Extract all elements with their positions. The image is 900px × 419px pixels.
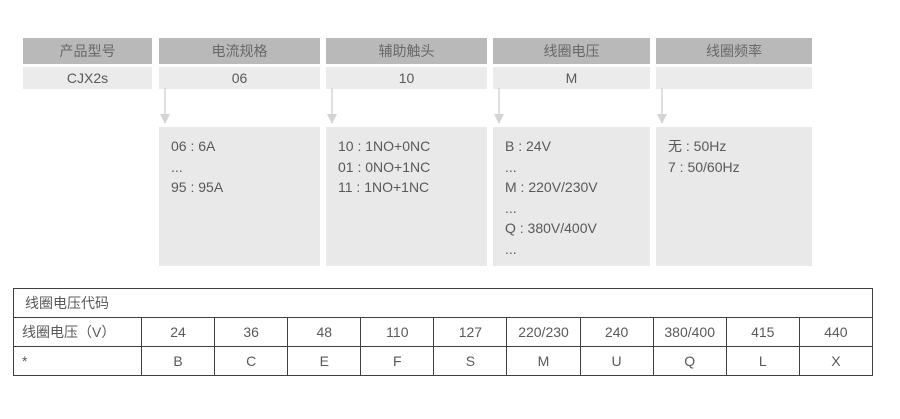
value-coil-voltage: M [493, 67, 650, 89]
value-coil-frequency [656, 67, 812, 89]
voltage-cell: 36 [214, 317, 289, 347]
code-cell: C [214, 346, 289, 376]
detail-box-coil-voltage: B : 24V ... M : 220V/230V ... Q : 380V/4… [493, 127, 650, 266]
code-cell: E [287, 346, 362, 376]
detail-line: ... [505, 199, 517, 216]
detail-line: B : 24V [505, 138, 551, 154]
code-cell: L [725, 346, 800, 376]
down-arrow-icon [160, 88, 170, 124]
table-row-codes: * B C E F S M U Q L X [13, 346, 874, 376]
detail-box-current-spec: 06 : 6A ... 95 : 95A [159, 127, 320, 266]
detail-line: 01 : 0NO+1NC [338, 158, 431, 175]
detail-line: 7 : 50/60Hz [668, 158, 740, 175]
down-arrow-icon [657, 88, 667, 124]
table-title: 线圈电压代码 [13, 288, 873, 318]
code-row-label: * [13, 346, 142, 376]
value-aux-contact: 10 [326, 67, 487, 89]
code-cell: S [433, 346, 508, 376]
detail-line: ... [171, 158, 183, 175]
code-cell: B [140, 346, 216, 376]
voltage-cell: 127 [433, 317, 508, 347]
detail-line: ... [505, 240, 517, 257]
down-arrow-icon [327, 88, 337, 124]
voltage-cell: 220/230 [506, 317, 581, 347]
code-cell: Q [652, 346, 727, 376]
column-header-product-model: 产品型号 [23, 38, 152, 64]
detail-line: Q : 380V/400V [505, 220, 597, 236]
detail-line: M : 220V/230V [505, 179, 598, 195]
detail-box-aux-contact: 10 : 1NO+0NC 01 : 0NO+1NC 11 : 1NO+1NC [326, 127, 487, 266]
detail-line: 11 : 1NO+1NC [338, 179, 430, 195]
column-header-aux-contact: 辅助触头 [326, 38, 487, 64]
table-title-row: 线圈电压代码 [13, 288, 873, 318]
coil-voltage-code-table: 线圈电压代码 线圈电压（V） 24 36 48 110 127 220/230 … [13, 288, 874, 376]
detail-box-coil-frequency: 无 : 50Hz 7 : 50/60Hz [656, 127, 812, 266]
code-cell: X [798, 346, 874, 376]
table-row-voltages: 线圈电压（V） 24 36 48 110 127 220/230 240 380… [13, 317, 874, 347]
voltage-cell: 24 [140, 317, 216, 347]
voltage-row-label: 线圈电压（V） [13, 317, 142, 347]
detail-line: 06 : 6A [171, 138, 216, 154]
detail-line: 95 : 95A [171, 179, 224, 195]
down-arrow-icon [494, 88, 504, 124]
voltage-cell: 440 [798, 317, 874, 347]
detail-line: ... [505, 158, 517, 175]
column-header-current-spec: 电流规格 [159, 38, 320, 64]
detail-line: 10 : 1NO+0NC [338, 138, 431, 154]
voltage-cell: 240 [579, 317, 654, 347]
voltage-cell: 110 [360, 317, 435, 347]
column-header-coil-voltage: 线圈电压 [493, 38, 650, 64]
value-product-model: CJX2s [23, 67, 152, 89]
voltage-cell: 380/400 [652, 317, 727, 347]
code-cell: U [579, 346, 654, 376]
detail-line: 无 : 50Hz [668, 138, 727, 154]
value-current-spec: 06 [159, 67, 320, 89]
code-cell: M [506, 346, 581, 376]
voltage-cell: 48 [287, 317, 362, 347]
column-header-coil-frequency: 线圈频率 [656, 38, 812, 64]
voltage-cell: 415 [725, 317, 800, 347]
code-cell: F [360, 346, 435, 376]
